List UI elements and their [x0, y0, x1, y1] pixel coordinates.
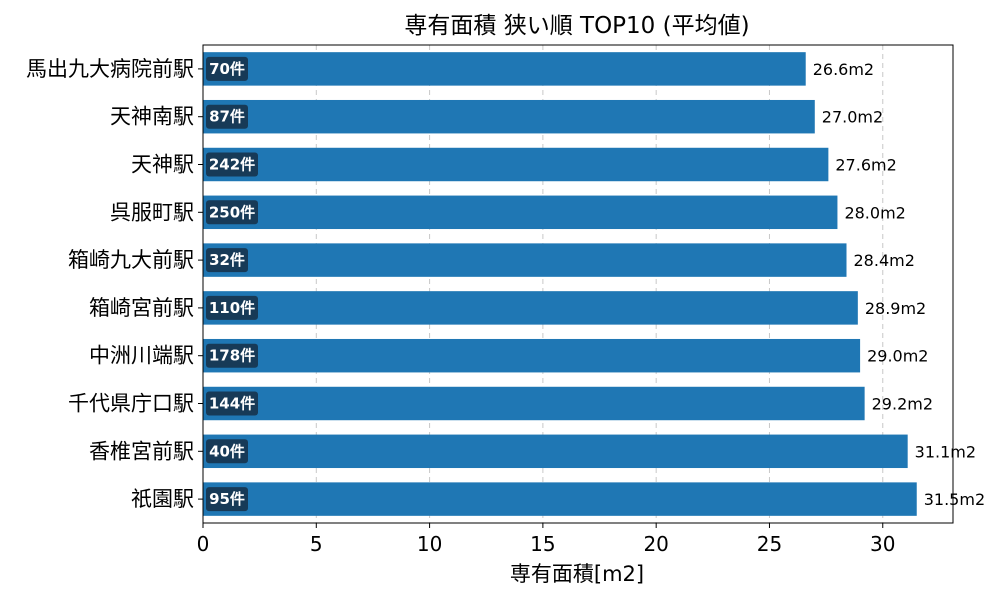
bar — [203, 338, 861, 373]
value-label: 27.6m2 — [835, 156, 896, 175]
value-label: 29.2m2 — [872, 395, 933, 414]
x-tick-label: 15 — [530, 532, 555, 556]
category-label: 祇園駅 — [131, 487, 194, 511]
bar — [203, 243, 847, 277]
category-label: 中洲川端駅 — [89, 344, 194, 368]
value-label: 28.9m2 — [865, 299, 926, 318]
count-badge — [206, 487, 248, 512]
count-label: 242件 — [209, 156, 255, 174]
count-label: 178件 — [209, 347, 255, 365]
count-badge — [206, 343, 258, 368]
count-badge — [206, 104, 248, 129]
category-label: 箱崎九大前駅 — [68, 248, 194, 272]
y-axis-categories: 馬出九大病院前駅天神南駅天神駅呉服町駅箱崎九大前駅箱崎宮前駅中洲川端駅千代県庁口… — [26, 57, 203, 511]
value-label: 27.0m2 — [822, 108, 883, 127]
count-badge — [206, 439, 248, 464]
count-label: 110件 — [209, 299, 255, 317]
count-badge — [206, 200, 258, 225]
category-label: 呉服町駅 — [110, 200, 194, 224]
x-axis-ticks: 0 5 10 15 20 25 30 — [197, 523, 895, 556]
bar — [203, 482, 917, 516]
x-tick-label: 25 — [757, 532, 782, 556]
value-label: 26.6m2 — [813, 60, 874, 79]
count-badge — [206, 295, 258, 320]
x-tick-label: 20 — [643, 532, 668, 556]
value-label: 31.5m2 — [924, 490, 985, 509]
x-tick-label: 0 — [197, 532, 210, 556]
count-label: 70件 — [209, 60, 245, 78]
value-label: 31.1m2 — [915, 442, 976, 461]
count-badge — [206, 248, 248, 273]
category-label: 千代県庁口駅 — [68, 392, 194, 416]
bar — [203, 291, 858, 325]
bar — [203, 386, 865, 421]
category-label: 天神駅 — [131, 153, 194, 177]
count-label: 144件 — [209, 395, 255, 413]
count-badge — [206, 152, 258, 177]
category-label: 香椎宮前駅 — [89, 439, 194, 463]
bar — [203, 195, 838, 230]
value-label: 29.0m2 — [867, 347, 928, 366]
x-axis-title: 専有面積[m2] — [510, 562, 644, 586]
category-label: 箱崎宮前駅 — [89, 296, 194, 320]
count-label: 32件 — [209, 251, 245, 269]
bar — [203, 52, 806, 86]
value-label: 28.0m2 — [844, 203, 905, 222]
x-tick-label: 10 — [417, 532, 442, 556]
bar — [203, 147, 829, 182]
bar — [203, 99, 815, 134]
category-label: 馬出九大病院前駅 — [26, 57, 194, 81]
count-label: 95件 — [209, 490, 245, 508]
count-label: 250件 — [209, 203, 255, 221]
category-label: 天神南駅 — [110, 105, 194, 129]
chart-title: 専有面積 狭い順 TOP10 (平均値) — [404, 13, 749, 39]
bar — [203, 434, 908, 469]
count-label: 40件 — [209, 442, 245, 460]
count-label: 87件 — [209, 108, 245, 126]
bars: 26.6m2 70件 27.0m2 87件 27.6m2 242件 28.0m2 250件 28… — [203, 52, 985, 516]
plot-area-frame — [202, 44, 954, 524]
value-label: 28.4m2 — [854, 251, 915, 270]
x-tick-label: 5 — [310, 532, 323, 556]
x-tick-label: 30 — [870, 532, 895, 556]
count-badge — [206, 56, 248, 81]
count-badge — [206, 391, 258, 416]
